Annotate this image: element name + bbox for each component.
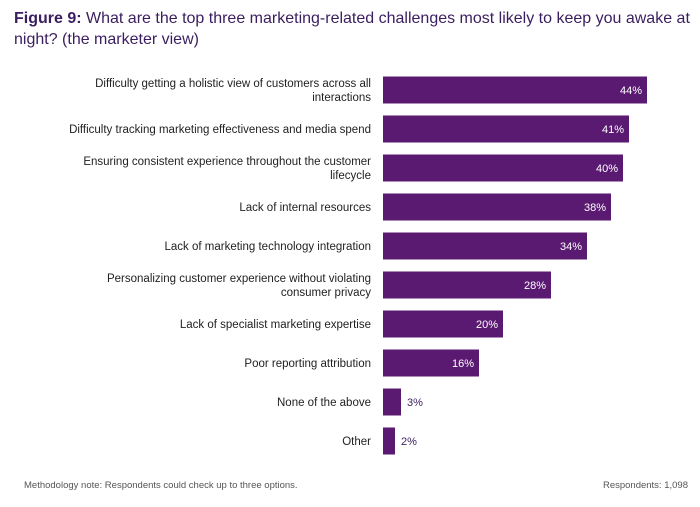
category-label: Other bbox=[342, 436, 371, 448]
value-label: 40% bbox=[596, 163, 618, 175]
category-label: Difficulty getting a holistic view of cu… bbox=[95, 78, 371, 104]
bar bbox=[383, 193, 611, 221]
value-label: 28% bbox=[524, 280, 546, 292]
bar bbox=[383, 115, 629, 143]
category-label: Difficulty tracking marketing effectiven… bbox=[69, 124, 371, 136]
value-label: 20% bbox=[476, 319, 498, 331]
bar bbox=[383, 232, 587, 260]
category-label: Personalizing customer experience withou… bbox=[107, 273, 371, 299]
bar bbox=[383, 388, 401, 416]
value-label: 2% bbox=[401, 436, 417, 448]
methodology-note: Methodology note: Respondents could chec… bbox=[24, 480, 298, 491]
title-text: What are the top three marketing-related… bbox=[14, 10, 690, 48]
bar bbox=[383, 271, 551, 299]
bar bbox=[383, 427, 395, 455]
bar bbox=[383, 310, 503, 338]
category-label: None of the above bbox=[277, 397, 371, 409]
value-label: 44% bbox=[620, 85, 642, 97]
value-label: 38% bbox=[584, 202, 606, 214]
category-label: Ensuring consistent experience throughou… bbox=[83, 156, 371, 182]
category-label: Lack of marketing technology integration bbox=[165, 241, 371, 253]
value-label: 3% bbox=[407, 397, 423, 409]
value-label: 41% bbox=[602, 124, 624, 136]
bar-chart: Difficulty getting a holistic view of cu… bbox=[69, 76, 647, 455]
value-label: 34% bbox=[560, 241, 582, 253]
category-label: Lack of specialist marketing expertise bbox=[180, 319, 371, 331]
chart-title: Figure 9: What are the top three marketi… bbox=[14, 8, 694, 50]
bar bbox=[383, 76, 647, 104]
figure-label: Figure 9: bbox=[14, 10, 82, 27]
bar bbox=[383, 349, 479, 377]
respondents-count: Respondents: 1,098 bbox=[602, 480, 688, 491]
bar bbox=[383, 154, 623, 182]
category-label: Poor reporting attribution bbox=[244, 358, 371, 370]
value-label: 16% bbox=[452, 358, 474, 370]
category-label: Lack of internal resources bbox=[239, 202, 371, 214]
